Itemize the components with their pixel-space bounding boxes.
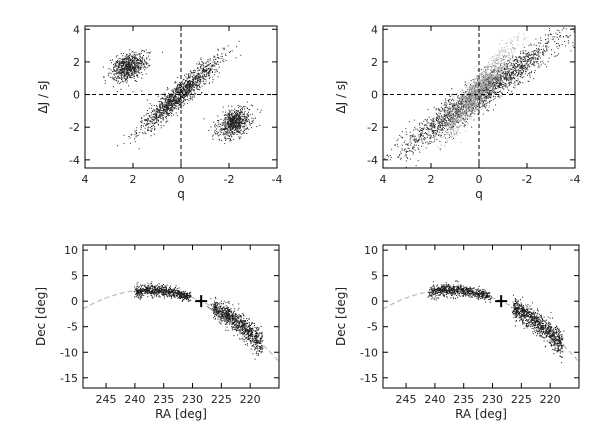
y-tick-label: -15 [60, 372, 78, 385]
y-tick-label: 0 [71, 295, 78, 308]
y-axis-label: ΔJ / sJ [334, 80, 348, 113]
plot-frame [83, 245, 279, 388]
x-tick-label: 225 [511, 393, 532, 406]
y-axis-label: Dec [deg] [34, 287, 48, 346]
x-axis-label: RA [deg] [155, 407, 207, 421]
data-layer [354, 0, 598, 181]
y-tick-label: -5 [367, 321, 378, 334]
y-tick-label: 2 [371, 56, 378, 69]
x-tick-label: 4 [380, 173, 387, 186]
x-axis-label: q [475, 187, 483, 201]
y-tick-label: 0 [371, 89, 378, 102]
x-tick-label: 220 [240, 393, 261, 406]
x-tick-label: 235 [453, 393, 474, 406]
x-tick-label: 240 [124, 393, 145, 406]
data-layer [383, 280, 579, 363]
y-tick-label: -10 [360, 346, 378, 359]
x-tick-label: -2 [224, 173, 235, 186]
x-tick-label: 245 [396, 393, 417, 406]
y-tick-label: 4 [371, 23, 378, 36]
x-tick-label: 235 [153, 393, 174, 406]
x-tick-label: 240 [424, 393, 445, 406]
x-axis-label: RA [deg] [455, 407, 507, 421]
x-tick-label: -2 [522, 173, 533, 186]
progenitor-marker [495, 295, 507, 307]
x-tick-label: 225 [211, 393, 232, 406]
y-axis-label: ΔJ / sJ [36, 80, 50, 113]
x-tick-label: 4 [82, 173, 89, 186]
data-layer [83, 281, 279, 361]
plot-frame [383, 245, 579, 388]
x-tick-label: 0 [178, 173, 185, 186]
stream-stars [134, 281, 264, 359]
x-tick-label: 230 [482, 393, 503, 406]
y-tick-label: 2 [73, 56, 80, 69]
y-tick-label: -2 [367, 121, 378, 134]
y-tick-label: 0 [371, 295, 378, 308]
x-tick-label: -4 [570, 173, 581, 186]
y-tick-label: -4 [69, 154, 80, 167]
stream-stars [428, 280, 565, 363]
x-tick-label: 220 [540, 393, 561, 406]
y-tick-label: 10 [64, 244, 78, 257]
panel-4: 245 240 235 230 225 220 10 5 0 -5 -10 -15 RA [deg] De… [334, 244, 579, 421]
progenitor-marker [195, 295, 207, 307]
x-axis-label: q [177, 187, 185, 201]
y-tick-label: -2 [69, 121, 80, 134]
y-tick-label: 5 [371, 270, 378, 283]
orbit-track [383, 290, 579, 362]
data-layer [103, 41, 262, 149]
y-tick-label: -15 [360, 372, 378, 385]
series-1 [103, 41, 262, 149]
y-tick-label: 0 [73, 89, 80, 102]
y-tick-label: 5 [71, 270, 78, 283]
x-tick-label: 230 [182, 393, 203, 406]
x-tick-label: 245 [96, 393, 117, 406]
x-tick-label: -4 [272, 173, 283, 186]
y-tick-label: 10 [364, 244, 378, 257]
y-tick-label: -4 [367, 154, 378, 167]
panel-3: 245 240 235 230 225 220 10 5 0 -5 -10 -15 RA [deg] De… [34, 244, 279, 421]
y-tick-label: 4 [73, 23, 80, 36]
y-axis-label: Dec [deg] [334, 287, 348, 346]
x-tick-label: 2 [428, 173, 435, 186]
y-tick-label: -10 [60, 346, 78, 359]
x-tick-label: 2 [130, 173, 137, 186]
y-tick-label: -5 [67, 321, 78, 334]
x-tick-label: 0 [476, 173, 483, 186]
